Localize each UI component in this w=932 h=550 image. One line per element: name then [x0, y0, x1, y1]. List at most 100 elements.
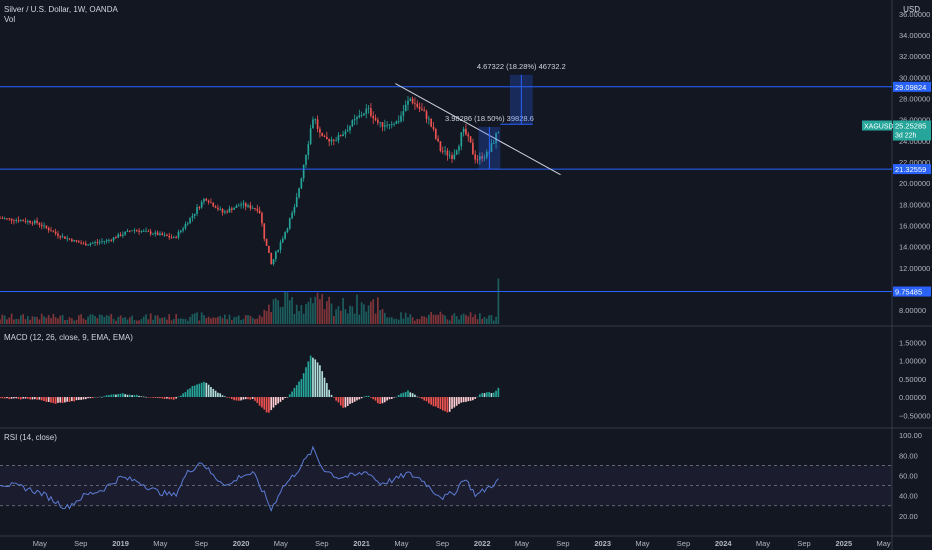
macd-bar	[469, 397, 472, 401]
candle-body	[84, 243, 87, 246]
macd-bar	[177, 396, 180, 398]
macd-bar	[481, 393, 483, 398]
macd-bar	[54, 397, 57, 404]
macd-bar	[214, 390, 217, 398]
candle-body	[198, 207, 201, 208]
macd-bar	[353, 397, 356, 402]
candle-body	[47, 227, 50, 231]
candle-body	[472, 142, 474, 155]
currency-label: USD	[903, 5, 920, 14]
rsi-tick-label: 40.00	[899, 492, 918, 501]
volume-bar	[428, 314, 430, 324]
volume-bar	[73, 320, 76, 324]
candle-body	[339, 135, 342, 137]
candle-body	[179, 230, 182, 232]
volume-bar	[133, 320, 136, 324]
volume-bar	[64, 320, 66, 324]
candle-body	[242, 203, 245, 205]
price-tick-label: 34.00000	[899, 31, 930, 40]
volume-bar	[94, 316, 96, 324]
candle-body	[342, 134, 344, 137]
candle-body	[302, 164, 305, 179]
candle-body	[307, 144, 310, 155]
candle-body	[200, 201, 203, 208]
volume-bar	[228, 314, 231, 324]
volume-bar	[145, 314, 147, 324]
macd-bar	[6, 397, 8, 399]
candle-body	[20, 220, 22, 222]
macd-bar	[0, 397, 1, 399]
volume-bar	[400, 312, 402, 324]
volume-bar	[483, 316, 486, 324]
macd-bar	[82, 397, 85, 400]
candle-body	[492, 143, 495, 145]
candle-body	[351, 120, 354, 127]
volume-bar	[47, 315, 50, 324]
volume-bar	[490, 314, 493, 324]
volume-bar	[275, 298, 277, 324]
macd-bar	[467, 397, 470, 402]
macd-bar	[453, 397, 456, 408]
volume-bar	[170, 320, 173, 324]
volume-bar	[492, 320, 495, 324]
macd-bar	[126, 394, 129, 398]
volume-bar	[286, 292, 289, 324]
rsi-tick-label: 60.00	[899, 471, 918, 480]
volume-bar	[135, 320, 138, 324]
candle-body	[497, 132, 500, 134]
volume-label: Vol	[4, 15, 16, 24]
macd-bar	[196, 384, 198, 398]
volume-bar	[365, 311, 368, 324]
volume-bar	[173, 319, 175, 324]
candle-body	[277, 249, 280, 252]
volume-bar	[50, 318, 52, 324]
volume-bar	[351, 306, 354, 324]
volume-bar	[326, 301, 328, 324]
volume-bar	[38, 319, 41, 324]
candle-body	[423, 110, 426, 112]
candle-body	[453, 154, 456, 159]
volume-bar	[295, 304, 298, 324]
volume-bar	[446, 319, 449, 324]
candle-body	[256, 208, 259, 211]
candle-body	[314, 119, 317, 121]
candle-body	[38, 223, 41, 225]
macd-bar	[492, 392, 495, 398]
candle-body	[108, 240, 110, 241]
candle-body	[365, 108, 368, 114]
macd-bar	[397, 394, 400, 398]
candle-body	[469, 136, 472, 143]
macd-bar	[374, 397, 377, 401]
candles	[0, 96, 500, 266]
candle-body	[495, 133, 497, 144]
candle-body	[284, 232, 286, 239]
volume-bar	[91, 314, 94, 324]
candle-body	[428, 118, 430, 120]
macd-bar	[140, 396, 143, 398]
macd-bar	[163, 397, 166, 400]
macd-bar	[437, 397, 439, 409]
candle-body	[279, 242, 282, 250]
candle-body	[64, 236, 66, 239]
macd-bar	[490, 393, 493, 398]
candle-body	[458, 146, 460, 151]
candle-body	[481, 156, 483, 159]
macd-bar	[10, 397, 13, 399]
candle-body	[149, 231, 152, 235]
candle-body	[87, 244, 89, 246]
x-tick-label: Sep	[797, 539, 810, 548]
macd-bar	[365, 395, 368, 398]
volume-bar	[377, 297, 379, 324]
macd-bar	[439, 397, 442, 410]
volume-bar	[87, 316, 89, 324]
candle-body	[367, 108, 370, 109]
macd-bar	[26, 397, 29, 399]
volume-bar	[31, 316, 34, 324]
macd-bar	[117, 394, 120, 398]
candle-body	[94, 242, 96, 244]
candle-body	[173, 236, 175, 238]
volume-bar	[75, 319, 78, 324]
macd-bar	[154, 397, 157, 398]
macd-bar	[47, 397, 50, 402]
